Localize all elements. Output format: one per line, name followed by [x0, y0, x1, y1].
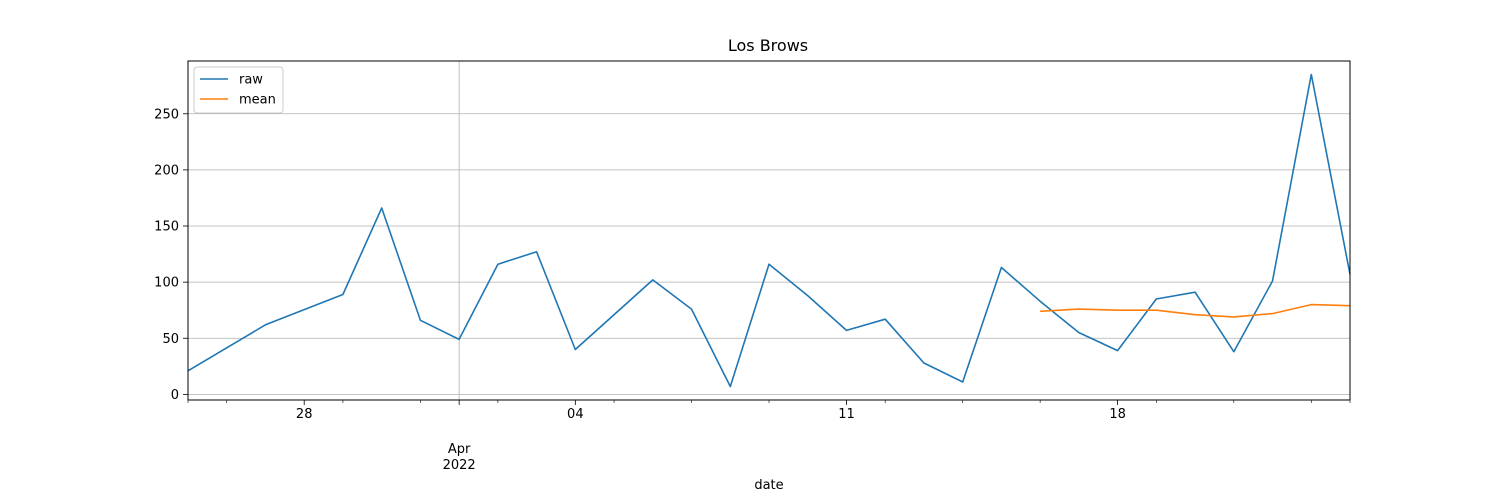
y-tick-label: 200: [154, 163, 179, 178]
x-axis: 28 Apr 2022 04 11 18: [187, 400, 1351, 473]
x-tick-label: Apr 2022: [443, 442, 476, 473]
legend-label-raw: raw: [239, 73, 263, 88]
y-tick-label: 50: [162, 332, 179, 347]
x-tick-label: 04: [567, 407, 584, 422]
grid-lines: [188, 61, 1350, 400]
y-tick-label: 0: [171, 388, 179, 403]
x-tick-label: 28: [296, 407, 313, 422]
series-lines: [187, 73, 1351, 388]
x-axis-title: date: [754, 478, 783, 493]
y-tick-label: 150: [154, 220, 179, 235]
y-tick-label: 100: [154, 276, 179, 291]
legend-label-mean: mean: [239, 93, 276, 108]
y-axis: 0 50 100 150 200 250: [154, 107, 188, 403]
legend: raw mean: [193, 66, 284, 114]
chart-title: Los Brows: [728, 36, 808, 55]
series-line-mean: [1040, 303, 1351, 318]
x-tick-label: 18: [1109, 407, 1126, 422]
plot-area-frame: [187, 60, 1351, 401]
x-tick-label: 11: [838, 407, 855, 422]
series-line-raw: [187, 73, 1351, 388]
y-tick-label: 250: [154, 107, 179, 122]
